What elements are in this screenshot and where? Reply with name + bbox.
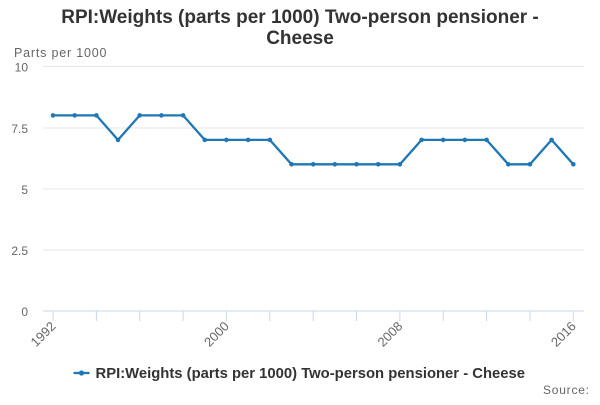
svg-text:0: 0 bbox=[21, 305, 28, 319]
svg-text:RPI:Weights (parts per 1000) T: RPI:Weights (parts per 1000) Two-person … bbox=[96, 365, 526, 382]
svg-text:RPI:Weights (parts per 1000) T: RPI:Weights (parts per 1000) Two-person … bbox=[61, 7, 539, 28]
svg-text:Source:: Source: bbox=[543, 383, 589, 397]
svg-text:5: 5 bbox=[21, 183, 28, 197]
svg-text:2.5: 2.5 bbox=[11, 244, 28, 258]
svg-text:Parts per 1000: Parts per 1000 bbox=[14, 46, 107, 60]
svg-text:10: 10 bbox=[15, 61, 29, 75]
svg-text:Cheese: Cheese bbox=[266, 28, 334, 49]
svg-text:7.5: 7.5 bbox=[11, 122, 28, 136]
